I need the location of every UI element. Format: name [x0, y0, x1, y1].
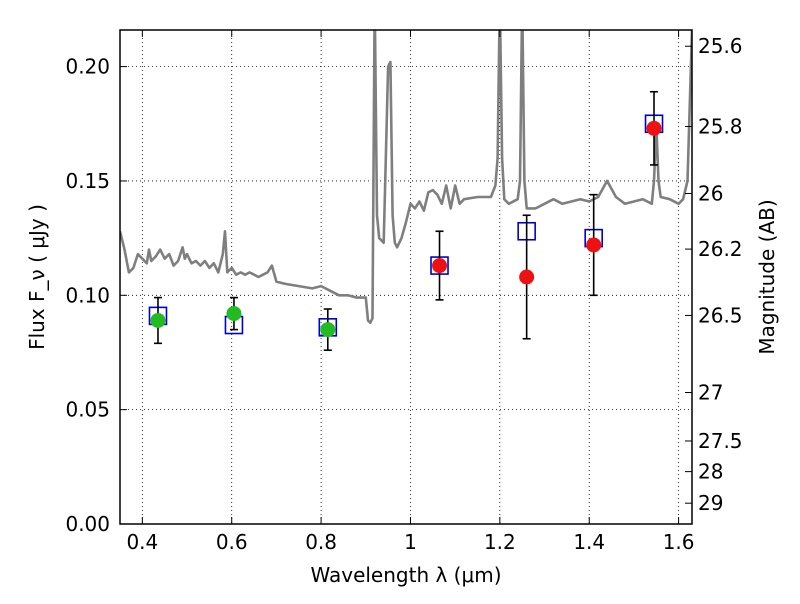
- y2-tick-label: 28: [698, 460, 723, 484]
- observed-photometry-point: [432, 258, 448, 274]
- y-tick-label: 0.10: [65, 283, 110, 307]
- y2-axis-label: Magnitude (AB): [755, 199, 779, 354]
- observed-photometry-point: [226, 306, 242, 322]
- x-axis-label: Wavelength λ (μm): [310, 563, 501, 587]
- observed-photometry-point: [646, 120, 662, 136]
- y-axis-label: Flux F_ν ( μJy ): [25, 204, 49, 350]
- x-tick-label: 1.4: [573, 530, 605, 554]
- y-tick-label: 0.05: [65, 398, 110, 422]
- x-tick-label: 1.2: [484, 530, 516, 554]
- observed-photometry-point: [519, 269, 535, 285]
- y-tick-label: 0.20: [65, 55, 110, 79]
- y2-tick-label: 27.5: [698, 429, 743, 453]
- data-layer: [120, 30, 692, 324]
- ticks: 0.4 0.6 0.8 1 1.2 1.4 1.6 0.00 0.05 0.10 0.15 0.20 2…: [65, 30, 743, 554]
- plot-frame: [119, 29, 693, 525]
- observed-photometry-point: [586, 237, 602, 253]
- observed-photometry-point: [320, 322, 336, 338]
- y2-tick-label: 29: [698, 491, 723, 515]
- model-spectrum-line: [120, 30, 692, 324]
- y2-tick-label: 26.2: [698, 237, 743, 261]
- y2-tick-label: 26: [698, 182, 723, 206]
- plot-background: [120, 30, 692, 524]
- x-tick-label: 1.6: [663, 530, 695, 554]
- x-tick-label: 0.6: [216, 530, 248, 554]
- y-tick-label: 0.00: [65, 512, 110, 536]
- y2-tick-label: 25.6: [698, 34, 743, 58]
- x-tick-label: 0.8: [305, 530, 337, 554]
- marker-layer: [148, 90, 664, 351]
- y2-tick-label: 27: [698, 380, 723, 404]
- y2-tick-label: 25.8: [698, 115, 743, 139]
- x-tick-label: 1: [404, 530, 417, 554]
- observed-photometry-point: [150, 312, 166, 328]
- y-tick-label: 0.15: [65, 169, 110, 193]
- x-tick-label: 0.4: [126, 530, 158, 554]
- y2-tick-label: 26.5: [698, 303, 743, 327]
